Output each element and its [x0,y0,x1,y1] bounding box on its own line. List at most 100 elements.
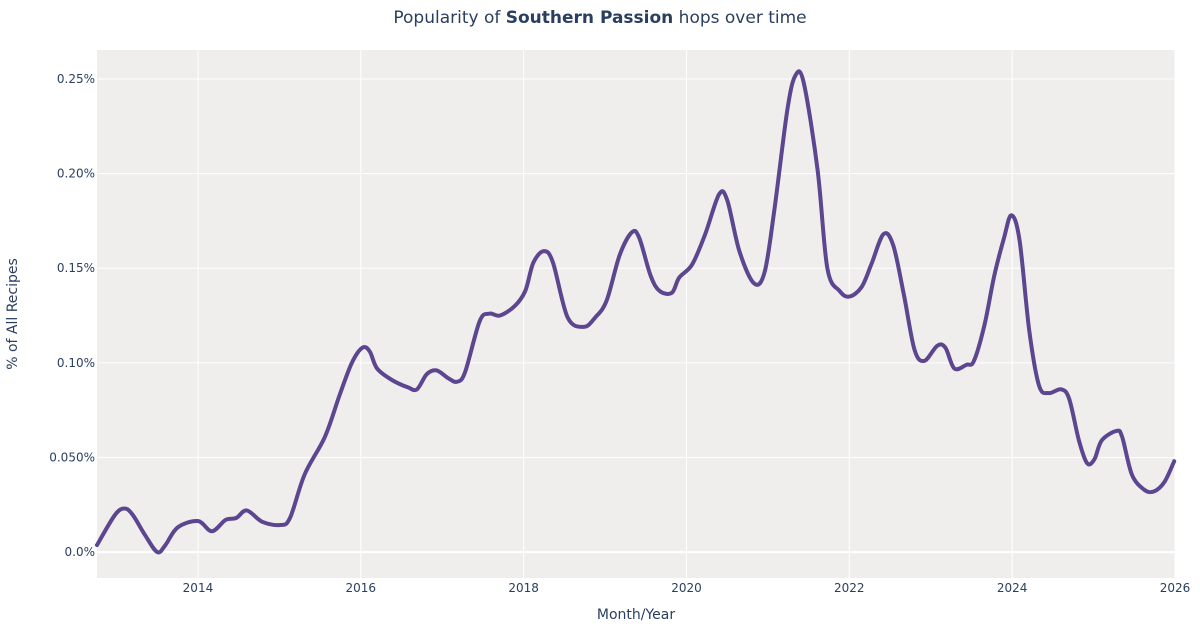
data-point [1017,238,1021,242]
data-point [163,543,167,547]
data-point [288,516,292,520]
x-tick-label: 2020 [671,581,702,595]
data-point [415,387,419,391]
data-point [131,513,135,517]
data-point [1142,488,1146,492]
y-tick-label: 0.25% [57,72,95,86]
y-tick-label: 0.0% [65,545,96,559]
data-point [1059,387,1063,391]
data-point [113,513,117,517]
data-point [992,274,996,278]
data-point [498,314,502,318]
data-point [690,262,694,266]
data-point [234,516,238,520]
data-point [224,518,228,522]
data-point [725,198,729,202]
data-point [763,270,767,274]
data-point [303,472,307,476]
data-point [531,261,535,265]
data-point [891,243,895,247]
data-point [658,289,662,293]
title-hop-name: Southern Passion [505,8,674,28]
data-point [785,107,789,111]
popularity-line [95,69,1177,555]
tick-labels: 2014 2016 2018 2020 2022 2024 2026 0.0% 0.050% 0.… [49,72,1190,595]
data-point [425,372,429,376]
data-point [390,378,394,382]
data-point [772,208,776,212]
data-point [1100,438,1104,442]
data-point [922,359,926,363]
chart-title: Popularity of Southern Passion hops over… [0,8,1200,28]
x-axis-title: Month/Year [597,607,675,623]
data-point [196,519,200,523]
data-point [278,523,282,527]
data-point [737,249,741,253]
data-point [375,367,379,371]
title-suffix: hops over time [673,8,807,28]
y-tick-label: 0.10% [57,356,95,370]
data-point [487,312,491,316]
data-point [838,289,842,293]
data-point [1009,213,1013,217]
x-tick-label: 2022 [834,581,865,595]
data-point [542,249,546,253]
plot-area [97,50,1175,578]
x-tick-label: 2026 [1160,581,1191,595]
y-tick-label: 0.050% [49,450,95,464]
data-point [952,367,956,371]
data-point [1037,384,1041,388]
data-point [513,304,517,308]
data-point [982,323,986,327]
data-point [1152,490,1156,494]
data-point [637,236,641,240]
data-point [618,253,622,257]
data-point [143,533,147,537]
data-point [446,376,450,380]
data-point [123,507,127,511]
y-tick-label: 0.15% [57,261,95,275]
data-point [368,349,372,353]
data-point [935,344,939,348]
data-point [847,295,851,299]
y-tick-label: 0.20% [57,167,95,181]
x-tick-label: 2014 [183,581,214,595]
data-point [350,361,354,365]
title-prefix: Popularity of [393,8,506,28]
data-point [210,529,214,533]
data-point [1114,429,1118,433]
data-point [649,274,653,278]
data-point [323,435,327,439]
data-point [435,368,439,372]
data-point [912,348,916,352]
data-point [717,192,721,196]
data-point [1120,435,1124,439]
data-point [406,385,410,389]
data-point [965,363,969,367]
data-point [245,508,249,512]
data-point [943,346,947,350]
data-point [860,285,864,289]
data-point [523,289,527,293]
data-point [869,262,873,266]
data-point [176,525,180,529]
data-point [360,346,364,350]
data-point [1130,472,1134,476]
data-point [582,325,586,329]
data-point [902,293,906,297]
data-point [1027,329,1031,333]
data-point [703,232,707,236]
data-point [802,81,806,85]
data-point [1002,236,1006,240]
data-point [95,543,99,547]
y-axis-title: % of All Recipes [5,258,21,370]
data-point [972,359,976,363]
data-point [1077,438,1081,442]
gridlines [97,50,1176,578]
x-tick-label: 2016 [346,581,377,595]
data-point [1162,480,1166,484]
data-point [1047,391,1051,395]
data-point [566,315,570,319]
data-point [1085,461,1089,465]
